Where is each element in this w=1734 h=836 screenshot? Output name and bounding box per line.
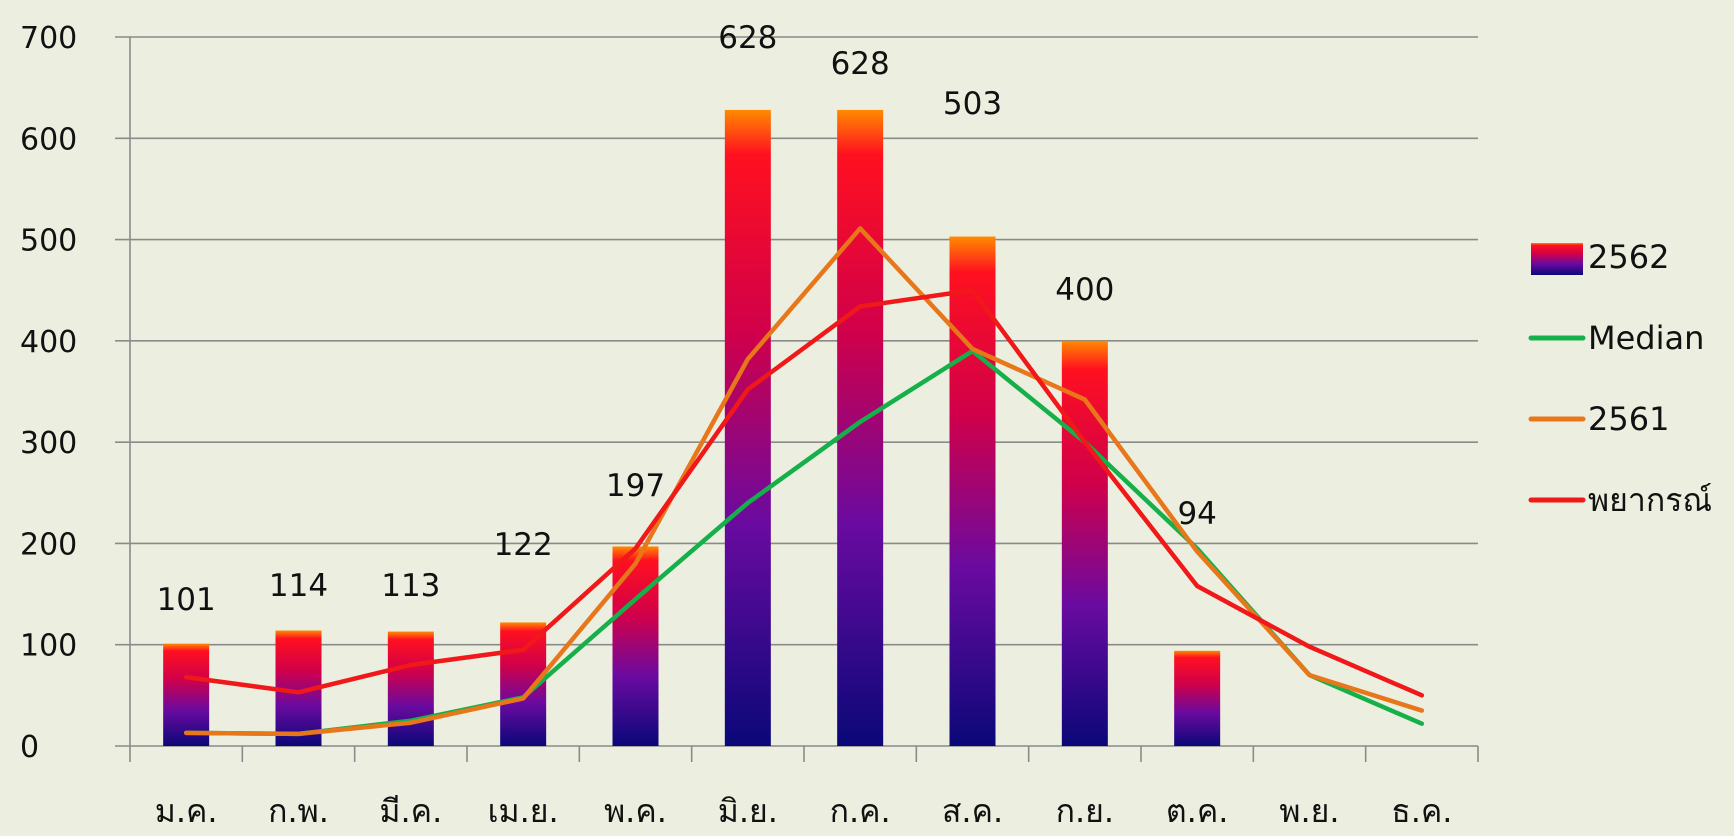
legend-item-line: พยากรณ์ xyxy=(1528,481,1712,519)
bar-2562 xyxy=(837,109,884,746)
x-tick-label: ส.ค. xyxy=(942,792,1003,830)
x-tick-label: พ.ค. xyxy=(604,792,667,830)
data-label: 122 xyxy=(494,527,553,563)
x-tick-label: ธ.ค. xyxy=(1391,792,1452,830)
y-tick-label: 300 xyxy=(20,426,77,461)
legend-label: 2561 xyxy=(1588,400,1669,438)
bar-2562 xyxy=(163,643,210,746)
data-label: 114 xyxy=(269,568,328,604)
y-tick-label: 700 xyxy=(20,21,77,56)
x-tick-label: เม.ย. xyxy=(488,792,559,830)
x-tick-label: มิ.ย. xyxy=(718,792,778,830)
y-tick-label: 400 xyxy=(20,325,77,360)
data-label: 503 xyxy=(943,86,1002,122)
legend-item-line: Median xyxy=(1528,319,1704,357)
x-tick-label: ก.พ. xyxy=(268,792,329,830)
bar-2562 xyxy=(724,109,771,746)
y-tick-label: 0 xyxy=(20,730,39,765)
y-tick-label: 500 xyxy=(20,224,77,259)
axes: 0 100 200 300 400 500 600 700 ม.ค. ก.พ. มี.ค. เม.ย.… xyxy=(20,21,1479,830)
legend: 2562 Median 2561 พยากรณ์ xyxy=(1528,238,1712,519)
y-tick-label: 600 xyxy=(20,122,77,157)
legend-label: 2562 xyxy=(1588,238,1669,276)
x-tick-label: ม.ค. xyxy=(155,792,218,830)
legend-item-line: 2561 xyxy=(1528,400,1669,438)
y-tick-label: 100 xyxy=(20,629,77,664)
data-label: 113 xyxy=(381,568,440,604)
bar-2562 xyxy=(387,631,434,746)
x-tick-label: ต.ค. xyxy=(1166,792,1229,830)
line-series xyxy=(183,226,1425,737)
data-label: 400 xyxy=(1055,272,1114,308)
data-label: 101 xyxy=(157,582,216,618)
data-label: 628 xyxy=(831,46,890,82)
x-tick-label: พ.ย. xyxy=(1279,792,1339,830)
bar-2562 xyxy=(949,236,996,747)
x-tick-label: ก.ค. xyxy=(830,792,891,830)
data-label: 628 xyxy=(718,20,777,56)
legend-item-2562: 2562 xyxy=(1531,238,1669,276)
gridlines xyxy=(115,36,1478,646)
bar-2562 xyxy=(612,546,659,746)
legend-label: พยากรณ์ xyxy=(1588,481,1712,519)
bar-2562 xyxy=(1061,340,1108,746)
data-label: 197 xyxy=(606,468,665,504)
x-tick-label: มี.ค. xyxy=(379,792,442,830)
line-forecast xyxy=(183,287,1425,698)
data-labels: 101 114 113 122 197 628 628 503 400 94 xyxy=(157,20,1217,618)
bar-series-2562 xyxy=(163,109,1221,747)
bar-2562 xyxy=(1174,650,1221,746)
legend-swatch-bar xyxy=(1531,243,1583,275)
line-2561 xyxy=(183,226,1425,737)
x-tick-label: ก.ย. xyxy=(1056,792,1114,830)
data-label: 94 xyxy=(1177,496,1216,532)
legend-label: Median xyxy=(1588,319,1704,357)
y-tick-label: 200 xyxy=(20,527,77,562)
